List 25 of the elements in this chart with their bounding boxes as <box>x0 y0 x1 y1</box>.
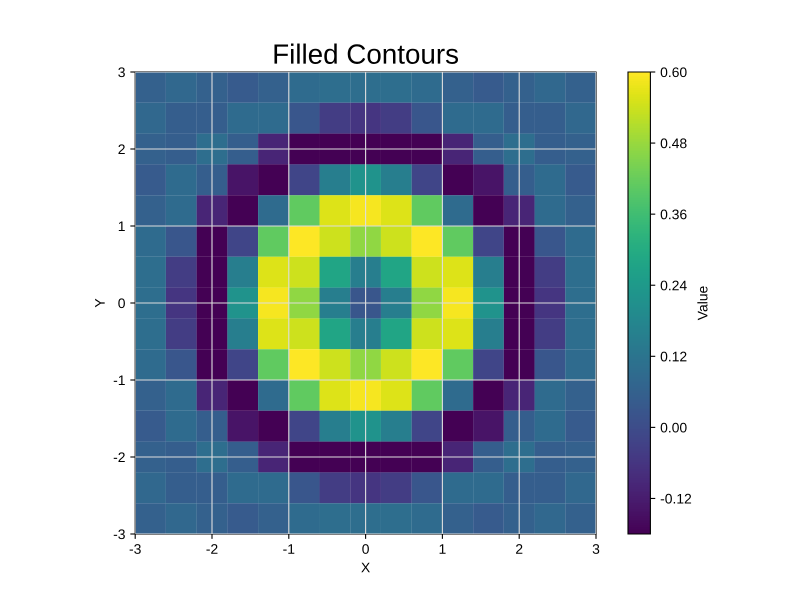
x-tick-label: 0 <box>362 544 369 554</box>
color-bar-label: 0.00 <box>660 422 687 433</box>
color-bar-label: 0.12 <box>660 352 686 362</box>
x-tick-label: -3 <box>130 544 141 554</box>
y-tick-label: -2 <box>114 452 125 462</box>
y-tick-label: 1 <box>118 221 125 232</box>
color-bar-label: -0.12 <box>660 494 692 504</box>
color-bar-label: 0.24 <box>660 280 687 290</box>
x-axis-title: X <box>361 562 370 572</box>
y-tick-label: 3 <box>118 67 125 78</box>
color-bar-label: 0.60 <box>660 67 687 78</box>
chart-title: Filled Contours <box>274 44 458 64</box>
y-tick-label: -1 <box>114 375 125 386</box>
y-tick-label: 0 <box>118 298 125 308</box>
x-tick-label: 1 <box>440 544 446 554</box>
y-tick-label: -3 <box>114 529 125 540</box>
x-tick-label: -2 <box>206 544 218 554</box>
x-tick-label: 2 <box>516 544 522 554</box>
y-tick-label: 2 <box>118 144 125 154</box>
color-bar-label: 0.48 <box>660 138 687 148</box>
y-axis-title: Y <box>95 298 105 308</box>
x-tick-label: -1 <box>283 544 294 554</box>
x-tick-label: 3 <box>592 544 600 554</box>
color-bar-title: Value <box>697 286 708 320</box>
color-bar-label: 0.36 <box>660 209 687 220</box>
